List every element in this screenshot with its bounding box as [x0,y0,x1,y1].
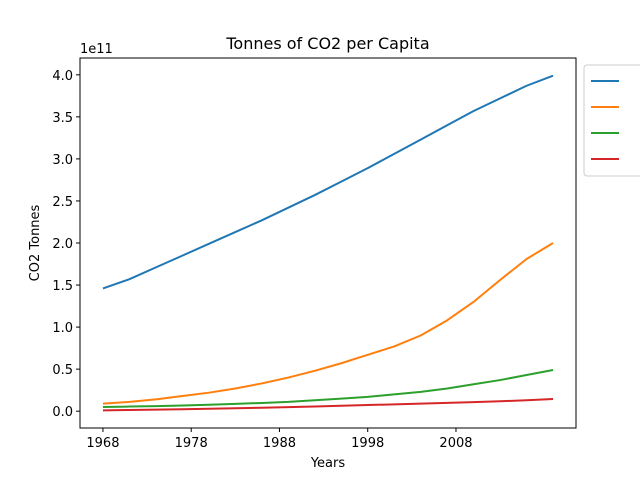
y-tick-label: 0.5 [52,363,73,378]
x-axis-title: Years [310,456,346,471]
y-tick-label: 0.0 [52,405,73,420]
y-tick-label: 3.0 [52,153,73,168]
y-tick-label: 3.5 [52,111,73,126]
x-tick-label: 1998 [351,436,384,451]
y-tick-label: 4.0 [52,69,73,84]
y-tick-label: 1.5 [52,279,73,294]
plot-frame [79,57,577,429]
series-line [102,74,554,290]
x-tick-label: 1988 [263,436,296,451]
y-tick-label: 1.0 [52,321,73,336]
series-line [102,368,554,408]
y-axis-title: CO2 Tonnes [28,204,43,281]
y-tick-label: 2.5 [52,195,73,210]
series-line [102,242,554,405]
y-tick-label: 2.0 [52,237,73,252]
legend-box [583,64,640,177]
x-tick-label: 1978 [175,436,208,451]
chart-title: Tonnes of CO2 per Capita [225,34,429,53]
series-line [102,397,554,412]
plot-area: 1968 1978 1988 1998 2008 0.0 0.5 1.0 1.5 2.0 2.5 3.… [52,69,554,451]
x-tick-label: 1968 [86,436,119,451]
y-axis-offset-label: 1e11 [80,42,113,57]
legend [583,64,640,177]
x-tick-label: 2008 [439,436,472,451]
